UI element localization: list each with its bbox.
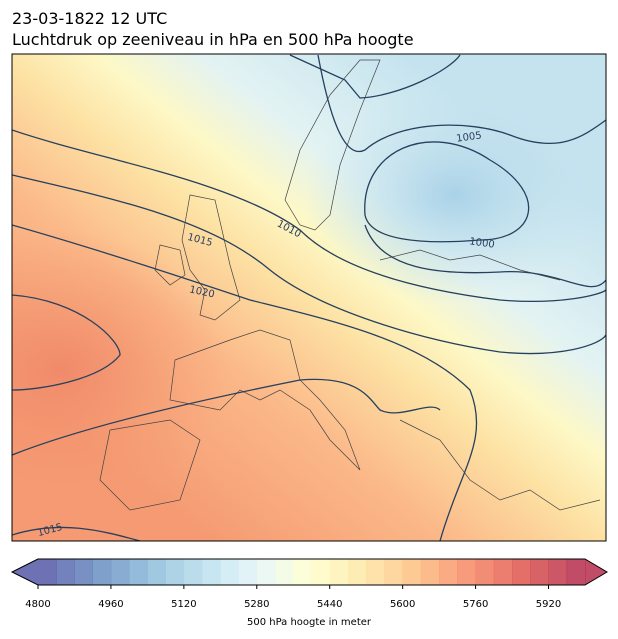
colorbar-band	[548, 559, 568, 585]
colorbar-band	[347, 559, 367, 585]
colorbar-band	[311, 559, 331, 585]
colorbar-band	[56, 559, 75, 585]
colorbar-label: 500 hPa hoogte in meter	[247, 617, 372, 628]
colorbar-band	[110, 559, 130, 585]
colorbar-band	[439, 559, 458, 585]
colorbar-band	[475, 559, 495, 585]
colorbar-band	[202, 559, 221, 585]
colorbar-band	[512, 559, 531, 585]
colorbar-extend-high	[585, 559, 607, 585]
contours	[12, 54, 606, 541]
colorbar-band	[220, 559, 239, 585]
colorbar-band	[493, 559, 513, 585]
contour-label: 1005	[456, 130, 483, 144]
colorbar-tick-label: 5440	[317, 599, 342, 610]
colorbar-band	[530, 559, 549, 585]
warm-area	[12, 230, 230, 510]
colorbar: 4800 4960 5120 5280 5440 5600 5760 5920	[10, 558, 608, 610]
colorbar-band	[129, 559, 148, 585]
colorbar-band	[238, 559, 258, 585]
map: 1005 1000 1010 1015 1020 1015	[12, 54, 606, 541]
colorbar-band	[366, 559, 385, 585]
colorbar-band	[457, 559, 476, 585]
colorbar-outline	[10, 558, 608, 586]
contour-label: 1000	[469, 236, 496, 250]
colorbar-band	[275, 559, 294, 585]
colorbar-band	[329, 559, 349, 585]
colorbar-band	[566, 559, 586, 585]
colorbar-tick-label: 5600	[390, 599, 415, 610]
coastlines	[99, 59, 601, 511]
map-frame	[11, 53, 607, 542]
colorbar-extend-low	[12, 559, 38, 585]
colorbar-band	[165, 559, 185, 585]
subtitle: Luchtdruk op zeeniveau in hPa en 500 hPa…	[12, 30, 414, 49]
colorbar-band	[183, 559, 203, 585]
contour-label: 1020	[188, 284, 215, 300]
colorbar-tick-label: 5280	[244, 599, 269, 610]
title: 23-03-1822 12 UTC	[12, 9, 167, 28]
colorbar-tick-label: 5760	[463, 599, 488, 610]
colorbar-band	[384, 559, 403, 585]
colorbar-band	[402, 559, 422, 585]
colorbar-band	[147, 559, 166, 585]
colorbar-band	[74, 559, 93, 585]
colorbar-band	[92, 559, 112, 585]
colorbar-tick-label: 5120	[171, 599, 196, 610]
colorbar-band	[420, 559, 440, 585]
colorbar-band	[293, 559, 312, 585]
colorbar-band	[256, 559, 276, 585]
colorbar-band	[38, 559, 57, 585]
colorbar-tick-label: 4800	[25, 599, 50, 610]
colorbar-tick-label: 4960	[98, 599, 123, 610]
colorbar-tick-label: 5920	[536, 599, 561, 610]
